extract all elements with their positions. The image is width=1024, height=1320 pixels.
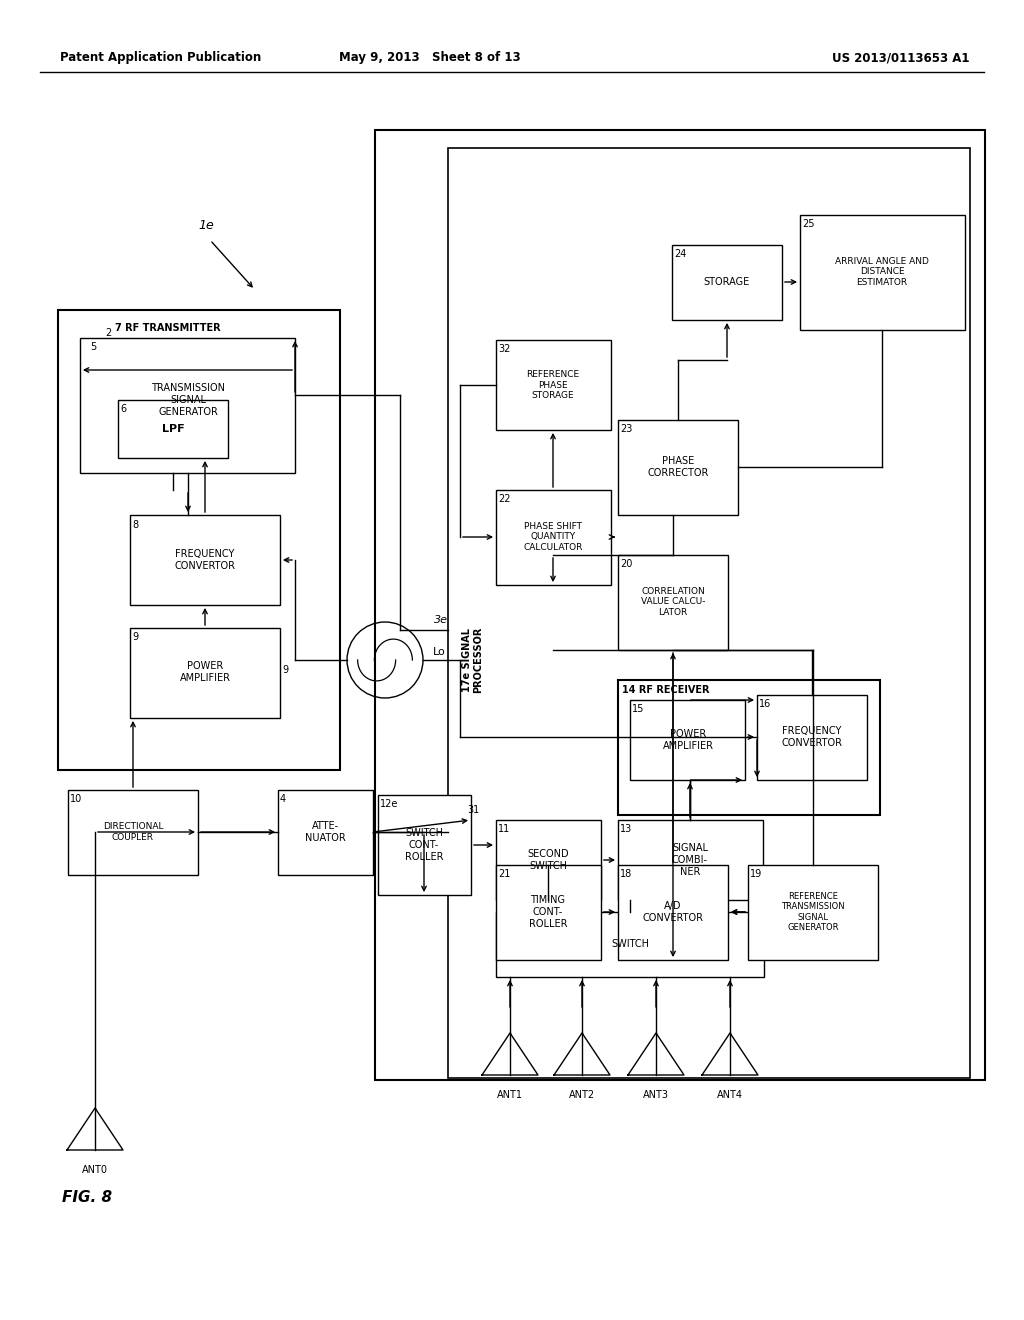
Text: 12e: 12e xyxy=(380,799,398,809)
Bar xyxy=(68,789,198,875)
Text: ATTE-
NUATOR: ATTE- NUATOR xyxy=(304,821,345,842)
Text: 31: 31 xyxy=(468,805,480,814)
Bar xyxy=(618,680,880,814)
Text: 20: 20 xyxy=(620,558,633,569)
Text: POWER
AMPLIFIER: POWER AMPLIFIER xyxy=(663,729,714,751)
Text: 14 RF RECEIVER: 14 RF RECEIVER xyxy=(622,685,710,696)
Text: ARRIVAL ANGLE AND
DISTANCE
ESTIMATOR: ARRIVAL ANGLE AND DISTANCE ESTIMATOR xyxy=(835,257,929,286)
Bar xyxy=(58,310,340,770)
Text: 19: 19 xyxy=(750,869,762,879)
Text: FREQUENCY
CONVERTOR: FREQUENCY CONVERTOR xyxy=(781,726,843,748)
Text: STORAGE: STORAGE xyxy=(703,277,751,286)
Text: POWER
AMPLIFIER: POWER AMPLIFIER xyxy=(179,661,230,682)
Bar xyxy=(449,148,970,1078)
Bar xyxy=(130,515,280,605)
Bar xyxy=(496,820,601,900)
Text: 1e: 1e xyxy=(198,219,214,232)
Bar xyxy=(130,628,280,718)
Text: SECOND
SWITCH: SECOND SWITCH xyxy=(527,849,568,871)
Bar xyxy=(672,246,782,319)
Text: May 9, 2013   Sheet 8 of 13: May 9, 2013 Sheet 8 of 13 xyxy=(339,51,521,65)
Bar xyxy=(630,700,745,780)
Bar xyxy=(375,129,985,1080)
Text: A/D
CONVERTOR: A/D CONVERTOR xyxy=(642,902,703,923)
Text: 13: 13 xyxy=(620,824,632,834)
Text: PHASE SHIFT
QUANTITY
CALCULATOR: PHASE SHIFT QUANTITY CALCULATOR xyxy=(523,523,583,552)
Text: Patent Application Publication: Patent Application Publication xyxy=(60,51,261,65)
Text: 10: 10 xyxy=(70,795,82,804)
Bar xyxy=(278,789,373,875)
Text: 5: 5 xyxy=(90,342,96,352)
Bar xyxy=(496,341,611,430)
Text: FREQUENCY
CONVERTOR: FREQUENCY CONVERTOR xyxy=(174,549,236,570)
Text: 18: 18 xyxy=(620,869,632,879)
Text: 21: 21 xyxy=(498,869,510,879)
Text: SWITCH: SWITCH xyxy=(611,939,649,949)
Text: 32: 32 xyxy=(498,345,510,354)
Text: 2: 2 xyxy=(105,327,112,338)
Text: ANT1: ANT1 xyxy=(497,1090,523,1100)
Text: 24: 24 xyxy=(674,249,686,259)
Text: 9: 9 xyxy=(132,632,138,642)
Bar xyxy=(748,865,878,960)
Text: 15: 15 xyxy=(632,704,644,714)
Text: 23: 23 xyxy=(620,424,633,434)
Bar xyxy=(496,490,611,585)
Text: Lo: Lo xyxy=(433,647,445,657)
Bar xyxy=(757,696,867,780)
Text: CORRELATION
VALUE CALCU-
LATOR: CORRELATION VALUE CALCU- LATOR xyxy=(641,587,706,616)
Bar xyxy=(496,912,764,977)
Text: SIGNAL
COMBI-
NER: SIGNAL COMBI- NER xyxy=(672,843,708,876)
Text: 22: 22 xyxy=(498,494,511,504)
Text: 8: 8 xyxy=(132,520,138,531)
Bar xyxy=(618,420,738,515)
Text: 6: 6 xyxy=(120,404,126,414)
Text: TIMING
CONT-
ROLLER: TIMING CONT- ROLLER xyxy=(528,895,567,928)
Bar xyxy=(118,400,228,458)
Bar xyxy=(800,215,965,330)
Bar xyxy=(618,820,763,900)
Text: REFERENCE
PHASE
STORAGE: REFERENCE PHASE STORAGE xyxy=(526,370,580,400)
Text: 16: 16 xyxy=(759,700,771,709)
Text: TRANSMISSION
SIGNAL
GENERATOR: TRANSMISSION SIGNAL GENERATOR xyxy=(151,383,225,417)
Text: 9: 9 xyxy=(282,665,288,675)
Text: 11: 11 xyxy=(498,824,510,834)
Text: 3e: 3e xyxy=(434,615,449,624)
Bar xyxy=(618,865,728,960)
Text: US 2013/0113653 A1: US 2013/0113653 A1 xyxy=(833,51,970,65)
Text: ANT3: ANT3 xyxy=(643,1090,669,1100)
Text: ANT0: ANT0 xyxy=(82,1166,108,1175)
Text: LPF: LPF xyxy=(162,424,184,434)
Text: 25: 25 xyxy=(802,219,814,228)
Text: REFERENCE
TRANSMISSION
SIGNAL
GENERATOR: REFERENCE TRANSMISSION SIGNAL GENERATOR xyxy=(781,892,845,932)
Text: ANT4: ANT4 xyxy=(717,1090,743,1100)
Bar xyxy=(618,554,728,649)
Bar xyxy=(80,338,295,473)
Text: FIG. 8: FIG. 8 xyxy=(62,1191,112,1205)
Text: 7 RF TRANSMITTER: 7 RF TRANSMITTER xyxy=(115,323,220,333)
Text: SWITCH
CONT-
ROLLER: SWITCH CONT- ROLLER xyxy=(404,829,443,862)
Text: ANT2: ANT2 xyxy=(569,1090,595,1100)
Text: DIRECTIONAL
COUPLER: DIRECTIONAL COUPLER xyxy=(102,822,163,842)
Text: 4: 4 xyxy=(280,795,286,804)
Bar xyxy=(496,865,601,960)
Text: PHASE
CORRECTOR: PHASE CORRECTOR xyxy=(647,457,709,478)
Bar xyxy=(378,795,471,895)
Text: 17e SIGNAL
PROCESSOR: 17e SIGNAL PROCESSOR xyxy=(462,627,483,693)
